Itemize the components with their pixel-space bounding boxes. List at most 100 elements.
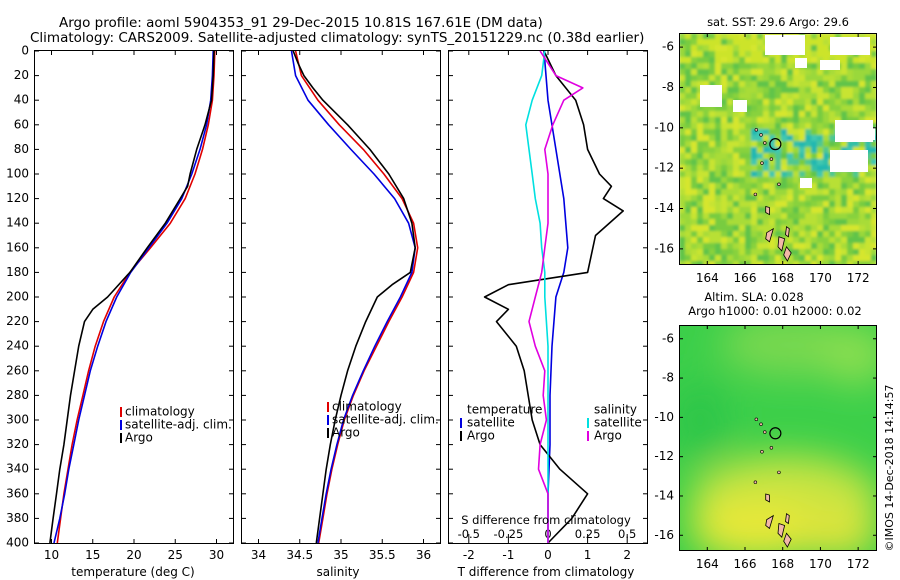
sst-cell	[697, 153, 703, 159]
sst-cell	[835, 33, 841, 39]
sst-cell	[703, 213, 709, 219]
sst-cell	[817, 183, 823, 189]
sst-cell	[823, 117, 829, 123]
sst-cell	[709, 57, 715, 63]
sst-cell	[805, 129, 811, 135]
sst-cell	[691, 81, 697, 87]
sst-cell	[847, 99, 853, 105]
sst-cell	[871, 237, 877, 243]
sst-cell	[775, 237, 781, 243]
sst-cell	[691, 57, 697, 63]
sst-cell	[739, 63, 745, 69]
sst-cell	[691, 141, 697, 147]
map-lat-label: -6	[662, 40, 674, 54]
sst-cell	[847, 243, 853, 249]
sst-cell	[739, 39, 745, 45]
sst-cell	[853, 105, 859, 111]
islet	[760, 161, 764, 165]
sst-cell	[793, 111, 799, 117]
sst-cell	[721, 195, 727, 201]
sst-cell	[739, 117, 745, 123]
sst-cell	[745, 171, 751, 177]
sst-cell	[703, 45, 709, 51]
sst-cell	[799, 189, 805, 195]
sst-cell	[703, 111, 709, 117]
sst-cell	[679, 33, 685, 39]
sst-cell	[745, 177, 751, 183]
sst-cell	[775, 153, 781, 159]
sst-cell	[679, 231, 685, 237]
sst-cell	[703, 237, 709, 243]
sst-cell	[853, 195, 859, 201]
sst-cell	[823, 111, 829, 117]
sst-cell	[871, 195, 877, 201]
sst-cell	[691, 87, 697, 93]
sst-cell	[769, 237, 775, 243]
sla-map-subtitle: Argo h1000: 0.01 h2000: 0.02	[688, 304, 861, 318]
sst-cell	[697, 39, 703, 45]
sst-cell	[811, 111, 817, 117]
sst-cell	[871, 117, 877, 123]
sst-cell	[709, 105, 715, 111]
x-tick-label: 20	[126, 548, 141, 562]
sst-cell	[817, 117, 823, 123]
sst-cell	[841, 75, 847, 81]
x-tick-label: -1	[502, 548, 514, 562]
x-tick-label: 0	[544, 548, 552, 562]
sst-cell	[703, 129, 709, 135]
x-tick-label: 1	[584, 548, 592, 562]
sst-cell	[739, 69, 745, 75]
sst-cell	[769, 249, 775, 255]
map-lat-label: -16	[654, 528, 674, 542]
sst-cell	[679, 57, 685, 63]
sst-cell	[811, 177, 817, 183]
sst-cell	[733, 117, 739, 123]
sst-cell	[733, 57, 739, 63]
sst-cell	[841, 243, 847, 249]
sst-cell	[865, 213, 871, 219]
difference-panel-frame	[448, 50, 648, 544]
depth-tick-label: 260	[6, 363, 29, 377]
sst-cell	[757, 165, 763, 171]
sst-cell	[835, 87, 841, 93]
sst-cell	[715, 81, 721, 87]
sst-cell	[787, 159, 793, 165]
sst-cell	[757, 255, 763, 261]
sst-cell	[691, 33, 697, 39]
sst-argo-location-marker	[769, 138, 782, 151]
sst-cell	[763, 87, 769, 93]
sst-cell	[763, 57, 769, 63]
sst-cell	[691, 207, 697, 213]
sst-missing-data	[830, 150, 868, 172]
sst-cell	[745, 57, 751, 63]
sst-map-axes: 164 166 168 170 172 -6 -8 -10 -12 -14 -16	[654, 33, 877, 285]
sst-cell	[787, 153, 793, 159]
sst-cell	[799, 105, 805, 111]
sst-cell	[781, 189, 787, 195]
sst-cell	[679, 117, 685, 123]
sst-cell	[721, 243, 727, 249]
sst-cell	[853, 249, 859, 255]
sst-cell	[793, 105, 799, 111]
sst-cell	[709, 231, 715, 237]
sst-cell	[775, 201, 781, 207]
sst-cell	[685, 249, 691, 255]
sst-cell	[859, 57, 865, 63]
sst-cell	[745, 231, 751, 237]
sst-cell	[841, 255, 847, 261]
sst-cell	[715, 147, 721, 153]
sst-cell	[841, 81, 847, 87]
sst-cell	[817, 249, 823, 255]
sst-cell	[685, 261, 691, 265]
sst-cell	[685, 105, 691, 111]
sst-cell	[739, 33, 745, 39]
sst-cell	[871, 189, 877, 195]
sst-cell	[745, 81, 751, 87]
sst-cell	[769, 255, 775, 261]
sst-cell	[817, 141, 823, 147]
sst-cell	[871, 177, 877, 183]
sst-cell	[763, 249, 769, 255]
sst-cell	[691, 195, 697, 201]
sst-cell	[763, 177, 769, 183]
sst-cell	[757, 87, 763, 93]
